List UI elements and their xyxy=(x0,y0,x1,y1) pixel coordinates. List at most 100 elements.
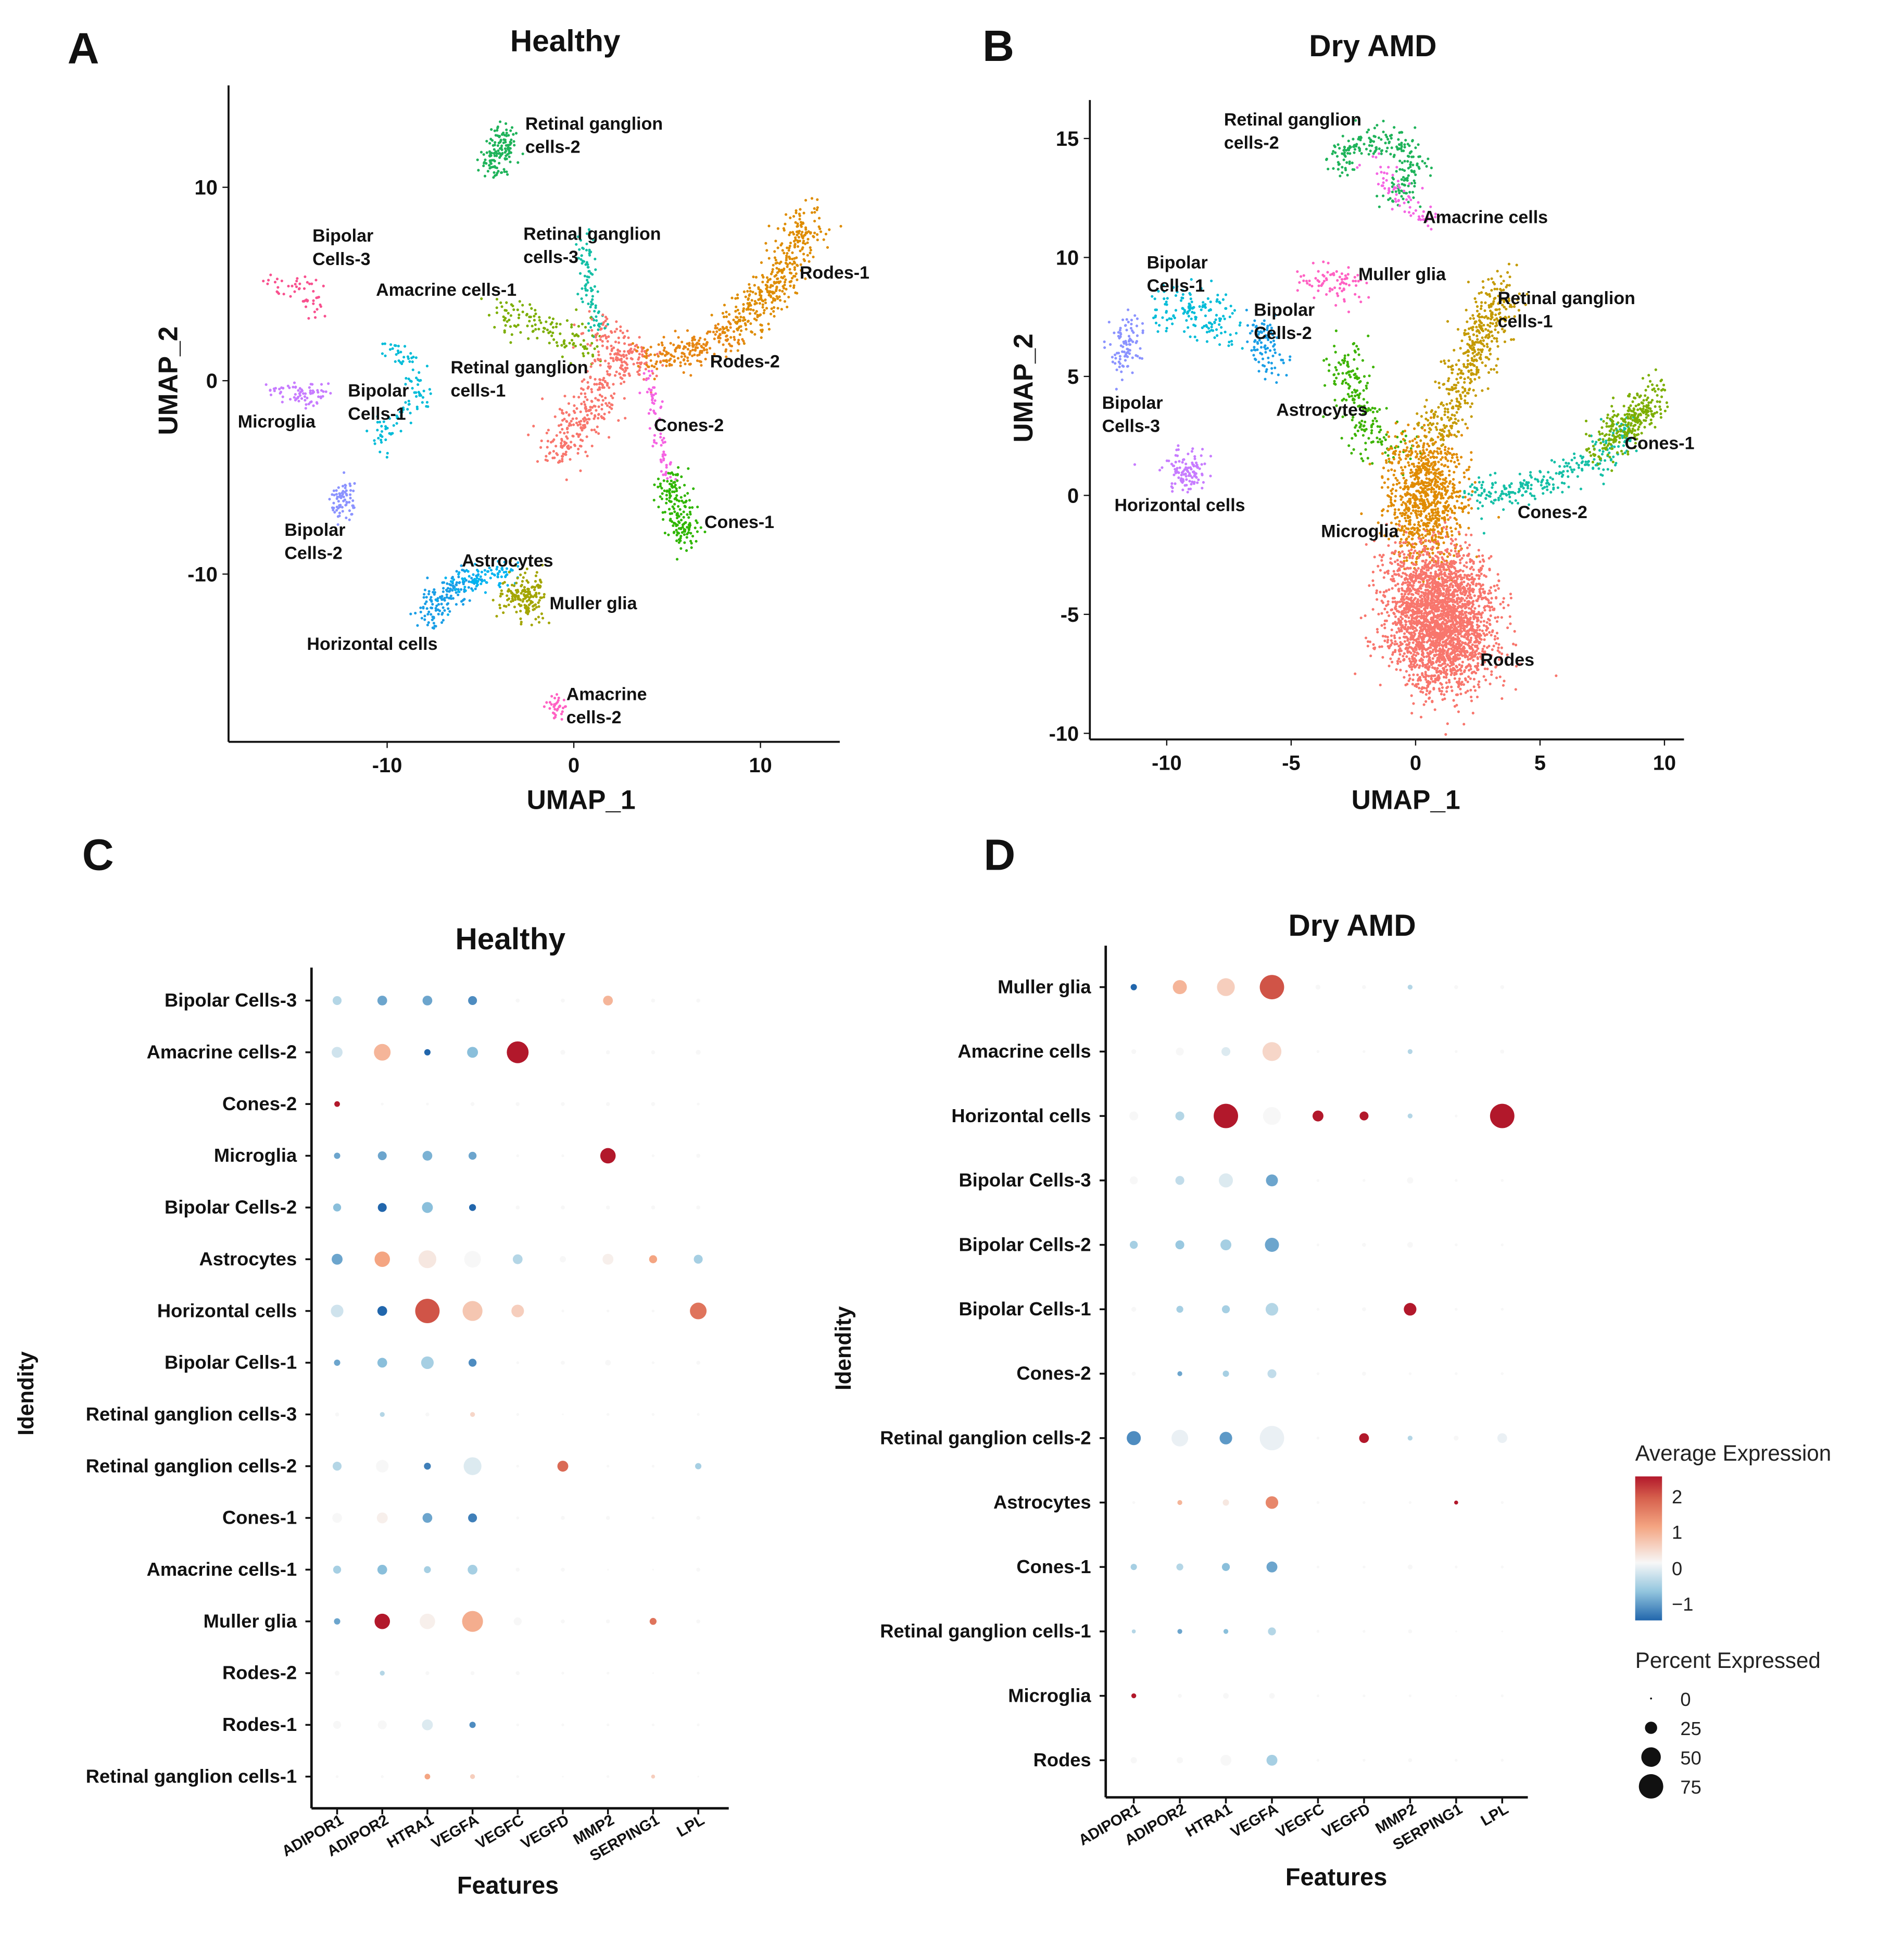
umap-point xyxy=(683,484,686,487)
umap-point xyxy=(608,411,611,414)
umap-point xyxy=(1372,366,1375,369)
umap-point xyxy=(1168,317,1171,320)
umap-point xyxy=(790,272,793,275)
umap-point xyxy=(801,236,804,240)
umap-point xyxy=(1359,380,1362,383)
umap-point xyxy=(1435,456,1439,459)
umap-point xyxy=(760,297,763,300)
umap-point xyxy=(813,231,816,234)
umap-point xyxy=(1402,501,1405,504)
umap-point xyxy=(1438,381,1441,385)
umap-point xyxy=(1125,329,1128,332)
umap-point xyxy=(703,348,706,351)
cluster-label-line: Cones-2 xyxy=(654,416,724,435)
umap-point xyxy=(533,315,536,318)
umap-point xyxy=(500,148,503,152)
umap-point xyxy=(611,396,614,399)
umap-point xyxy=(1386,454,1390,457)
umap-point xyxy=(1451,368,1454,371)
umap-point xyxy=(1322,359,1326,362)
umap-point xyxy=(1378,152,1381,155)
umap-point xyxy=(1453,487,1456,490)
umap-point xyxy=(665,364,668,368)
umap-point xyxy=(1417,435,1420,438)
umap-point xyxy=(584,325,587,329)
umap-point xyxy=(382,420,385,423)
umap-point xyxy=(473,577,476,581)
umap-point xyxy=(602,376,606,380)
umap-point xyxy=(808,267,811,270)
umap-point xyxy=(1419,450,1422,453)
umap-point xyxy=(629,357,633,360)
umap-point xyxy=(1363,429,1366,432)
umap-point xyxy=(589,408,592,411)
umap-point xyxy=(543,593,546,596)
umap-point xyxy=(264,383,268,386)
umap-point xyxy=(579,426,583,430)
umap-point xyxy=(495,166,499,170)
umap-point xyxy=(623,350,626,353)
umap-point xyxy=(755,319,758,322)
umap-point xyxy=(776,227,779,230)
umap-point xyxy=(1467,376,1470,379)
umap-point xyxy=(1425,525,1428,528)
umap-point xyxy=(1360,428,1364,431)
umap-point xyxy=(1270,326,1273,330)
umap-point xyxy=(1445,403,1448,406)
umap-point xyxy=(1336,279,1339,282)
umap-point xyxy=(644,368,647,371)
umap-point xyxy=(726,338,729,341)
umap-point xyxy=(1288,358,1291,361)
umap-point xyxy=(1446,555,1449,558)
umap-point xyxy=(1464,399,1467,402)
umap-point xyxy=(1125,318,1128,321)
umap-point xyxy=(443,599,446,602)
umap-point xyxy=(349,489,352,492)
umap-point xyxy=(1404,513,1407,516)
umap-point xyxy=(434,609,437,612)
umap-point xyxy=(1454,465,1458,468)
umap-point xyxy=(619,329,622,332)
umap-point xyxy=(455,603,458,606)
umap-point xyxy=(561,706,565,710)
cluster-label-line: Retinal ganglion xyxy=(523,224,661,244)
umap-point xyxy=(689,512,692,516)
umap-point xyxy=(545,320,548,323)
umap-point xyxy=(1451,388,1454,392)
umap-point xyxy=(320,383,323,386)
umap-point xyxy=(1421,186,1424,190)
umap-point xyxy=(335,509,338,512)
umap-point xyxy=(1480,342,1483,345)
umap-point xyxy=(1388,435,1391,438)
umap-point xyxy=(1187,474,1190,477)
umap-point xyxy=(1471,348,1474,351)
umap-point xyxy=(1378,431,1381,434)
umap-point xyxy=(509,141,512,144)
umap-point xyxy=(515,582,518,585)
umap-point xyxy=(722,343,725,346)
umap-point xyxy=(488,154,491,157)
umap-point xyxy=(1431,443,1435,446)
umap-point xyxy=(1353,358,1356,361)
umap-point xyxy=(1191,306,1194,309)
umap-point xyxy=(1200,463,1203,466)
y-tick-label: 0 xyxy=(206,370,218,393)
umap-point xyxy=(1437,406,1440,409)
umap-point xyxy=(510,126,514,129)
umap-point xyxy=(722,315,726,319)
umap-point xyxy=(1401,183,1404,186)
umap-point xyxy=(1415,469,1418,473)
umap-point xyxy=(1187,487,1190,491)
umap-point xyxy=(662,349,665,352)
umap-point xyxy=(1441,487,1444,491)
umap-point xyxy=(1493,336,1496,340)
umap-point xyxy=(435,599,438,602)
umap-point xyxy=(652,439,656,442)
umap-point xyxy=(678,521,681,524)
umap-point xyxy=(1361,459,1365,462)
umap-point xyxy=(505,122,508,125)
umap-point xyxy=(1463,475,1466,479)
umap-point xyxy=(1390,498,1393,501)
umap-point xyxy=(1417,528,1420,531)
umap-point xyxy=(1455,453,1458,456)
